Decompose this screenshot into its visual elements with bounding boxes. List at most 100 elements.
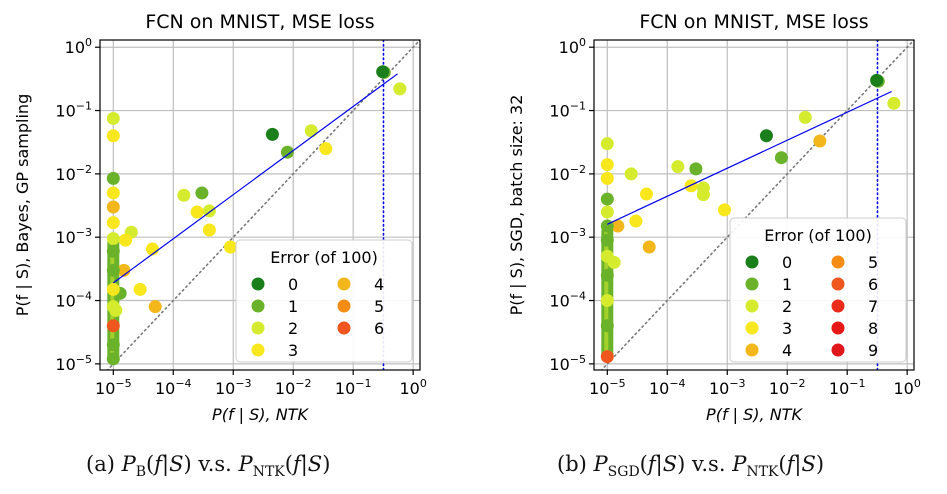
data-point (106, 111, 120, 125)
data-point (106, 244, 120, 258)
data-point (177, 188, 191, 202)
data-point (600, 233, 614, 247)
x-tick-label: 10−4 (155, 377, 192, 398)
y-tick-label: 10−5 (549, 353, 586, 374)
y-tick-label: 10−4 (55, 290, 92, 311)
data-point (600, 192, 614, 206)
legend-marker (337, 321, 351, 335)
data-point (759, 129, 773, 143)
data-point (671, 160, 685, 174)
legend-marker (831, 343, 845, 357)
legend-label: 2 (782, 297, 792, 316)
legend-marker (745, 321, 759, 335)
legend-label: 5 (374, 297, 384, 316)
point-column-highlight (110, 237, 115, 362)
legend-label: 3 (288, 341, 298, 360)
data-point (280, 145, 294, 159)
data-point (190, 205, 204, 219)
y-tick-label: 10−2 (549, 163, 586, 184)
point-column-highlight (604, 226, 609, 362)
y-tick-label: 10−3 (55, 226, 92, 247)
x-tick-label: 10−2 (769, 377, 806, 398)
legend-marker (337, 277, 351, 291)
x-tick-label: 100 (893, 377, 920, 398)
legend-box (729, 217, 907, 363)
data-point (376, 65, 390, 79)
data-point (774, 151, 788, 165)
y-tick-label: 10−1 (55, 100, 92, 121)
x-axis-label: P(f | S), NTK (706, 405, 803, 424)
y-axis-label: P(f | S), Bayes, GP sampling (13, 94, 32, 316)
y-tick-label: 10−1 (549, 100, 586, 121)
caption-b-vs: v.s. (692, 452, 726, 476)
caption-b-label: (b) (557, 452, 587, 476)
x-tick-label: 10−1 (829, 377, 866, 398)
legend-marker (831, 277, 845, 291)
data-point (106, 352, 120, 366)
caption-a-rhs-sub: NTK (252, 464, 285, 481)
y-axis-label: P(f | S), SGD, batch size: 32 (507, 95, 526, 316)
data-point (106, 171, 120, 185)
data-point (119, 233, 133, 247)
x-tick-label: 10−3 (215, 377, 252, 398)
legend-marker (831, 255, 845, 269)
data-point (265, 127, 279, 141)
x-axis-label: P(f | S), NTK (212, 405, 309, 424)
data-point (106, 216, 120, 230)
x-tick-label: 10−4 (649, 377, 686, 398)
panel-b: 10−5 10−4 10−3 10−2 10−1 100 10−5 10−4 10−3 10−2 1… (507, 11, 921, 424)
caption-b-lhs-sub: SGD (607, 464, 640, 481)
legend-label: 0 (288, 275, 298, 294)
data-point (117, 263, 131, 277)
data-point (106, 282, 120, 296)
data-point (393, 82, 407, 96)
axes-frame (593, 39, 915, 371)
legend-marker (251, 343, 265, 357)
data-point (106, 338, 120, 352)
chart-title: FCN on MNIST, MSE loss (639, 11, 868, 33)
legend-marker (251, 299, 265, 313)
legend: Error (of 100) 0 1 2 3 4 5 6 (235, 239, 413, 363)
x-tick-label: 10−1 (335, 377, 372, 398)
data-point (600, 137, 614, 151)
data-point (195, 186, 209, 200)
data-point (106, 319, 120, 333)
data-point (600, 249, 614, 263)
data-point (639, 187, 653, 201)
y-tick-label: 100 (559, 36, 586, 57)
data-point (106, 200, 120, 214)
fit-line (607, 90, 892, 225)
legend: Error (of 100) 0 1 2 3 4 5 6 7 8 9 (729, 217, 907, 363)
data-point (600, 205, 614, 219)
legend-label: 4 (782, 341, 792, 360)
caption-a-vs: v.s. (198, 452, 232, 476)
legend-marker (745, 255, 759, 269)
caption-b-rhs-sub: NTK (746, 464, 779, 481)
data-point (689, 162, 703, 176)
data-point (600, 158, 614, 172)
data-point (106, 300, 120, 314)
legend-label: 2 (288, 319, 298, 338)
data-point (600, 171, 614, 185)
data-point (629, 214, 643, 228)
legend-label: 4 (374, 275, 384, 294)
data-point (106, 186, 120, 200)
legend-marker (337, 299, 351, 313)
legend-box (235, 239, 413, 363)
x-tick-label: 10−5 (589, 377, 626, 398)
data-point (106, 263, 120, 277)
data-point (600, 294, 614, 308)
legend-label: 7 (868, 297, 878, 316)
data-point (798, 110, 812, 124)
data-point (106, 129, 120, 143)
data-point (304, 124, 318, 138)
x-tick-label: 10−2 (275, 377, 312, 398)
caption-a: (a) PB(f|S) v.s. PNTK(f|S) (86, 452, 331, 481)
data-point (600, 268, 614, 282)
x-tick-label: 10−5 (95, 377, 132, 398)
data-point (813, 134, 827, 148)
legend-label: 9 (868, 341, 878, 360)
legend-label: 0 (782, 253, 792, 272)
y-tick-label: 100 (65, 36, 92, 57)
panel-a: 10−5 10−4 10−3 10−2 10−1 100 10−5 10−4 10−3 10−2 1… (13, 11, 427, 424)
